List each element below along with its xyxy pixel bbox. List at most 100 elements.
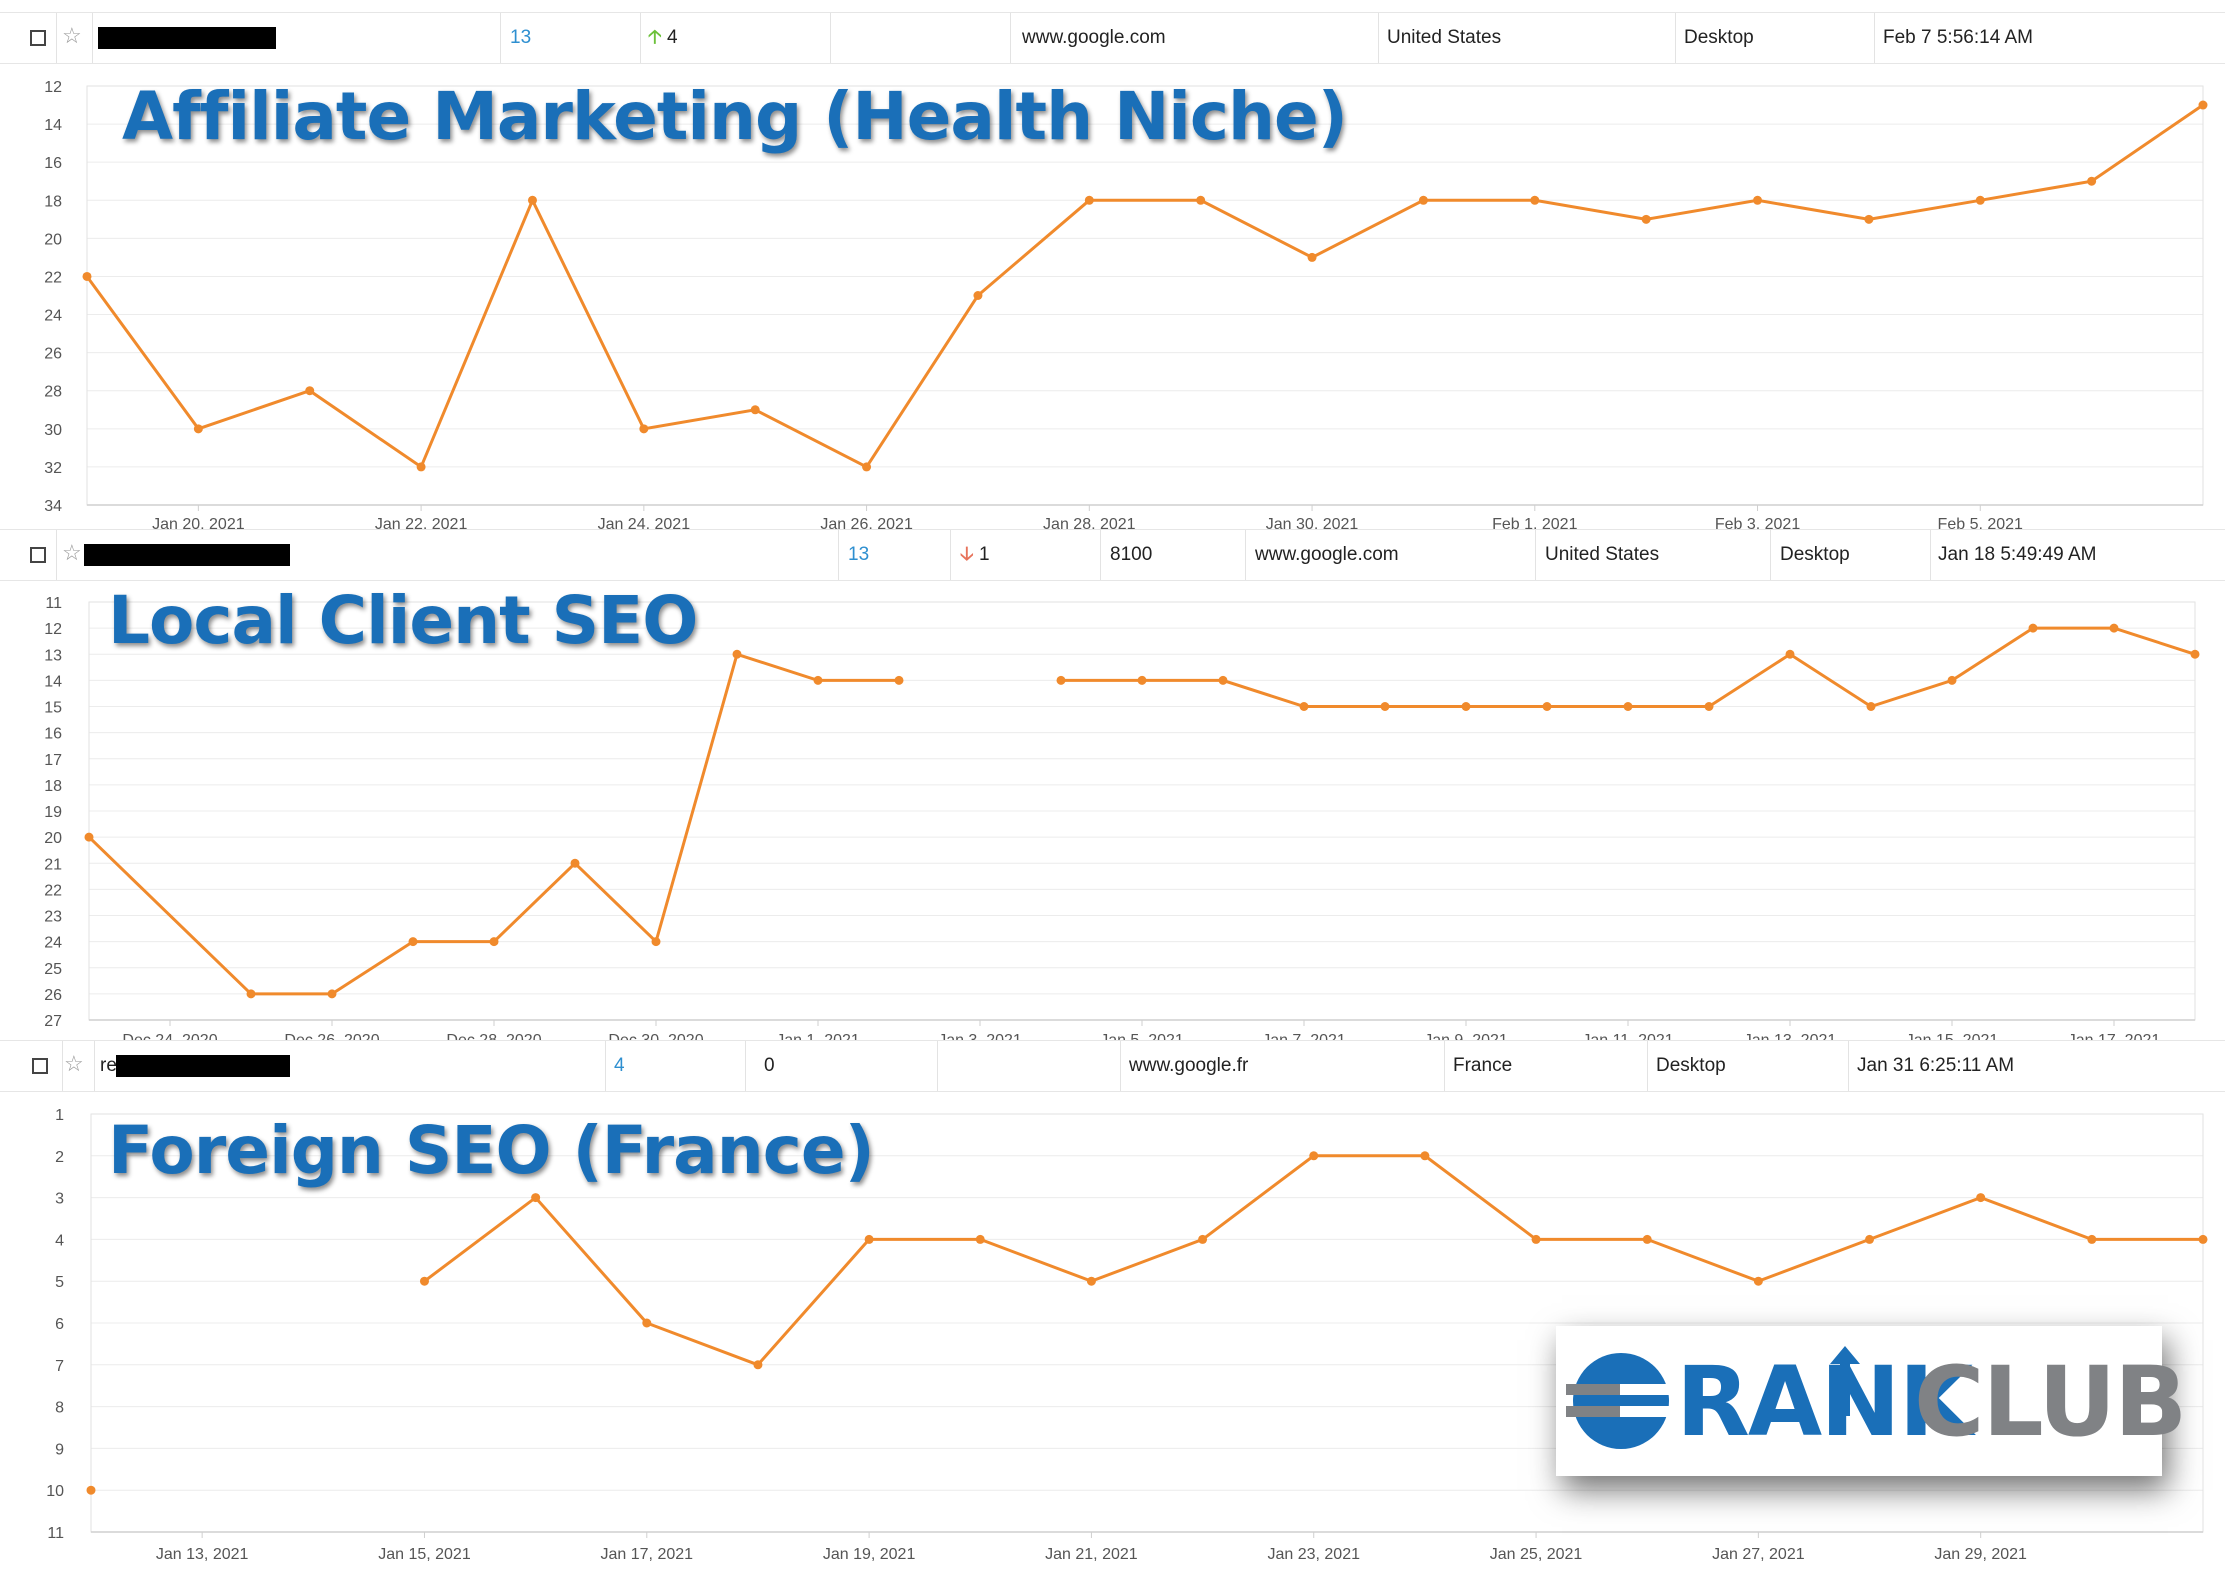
data-point[interactable] bbox=[732, 649, 742, 659]
data-point[interactable] bbox=[1531, 1234, 1541, 1244]
y-tick-label: 27 bbox=[44, 1013, 62, 1030]
data-point[interactable] bbox=[1785, 649, 1795, 659]
data-point[interactable] bbox=[1623, 702, 1633, 711]
data-point[interactable] bbox=[1975, 195, 1985, 205]
data-point[interactable] bbox=[1056, 675, 1066, 685]
y-tick-label: 26 bbox=[44, 346, 62, 363]
data-point[interactable] bbox=[1641, 214, 1651, 224]
current-rank[interactable]: 13 bbox=[510, 27, 532, 48]
data-point[interactable] bbox=[531, 1193, 541, 1203]
data-point[interactable] bbox=[193, 424, 203, 434]
data-point[interactable] bbox=[1196, 195, 1206, 205]
rank-club-logo: RANK CLUB bbox=[1556, 1326, 2187, 1476]
row-checkbox[interactable] bbox=[30, 547, 46, 563]
current-rank[interactable]: 13 bbox=[848, 544, 870, 565]
data-point[interactable] bbox=[1947, 675, 1957, 685]
rank-chart-foreign: 1 2 3 4 5 6 7 8 9 10 11 Jan 13, 2021 Jan 15, 2021 Jan… bbox=[0, 1092, 2225, 1578]
data-point[interactable] bbox=[1198, 1234, 1208, 1244]
current-rank[interactable]: 4 bbox=[614, 1055, 625, 1076]
y-tick-label: 24 bbox=[44, 935, 62, 952]
arrow-up-icon: 🡡 bbox=[648, 27, 662, 48]
data-point[interactable] bbox=[1418, 195, 1428, 205]
data-point[interactable] bbox=[750, 405, 760, 415]
data-point[interactable] bbox=[651, 937, 661, 947]
last-updated: Jan 18 5:49:49 AM bbox=[1938, 544, 2097, 565]
data-point[interactable] bbox=[246, 989, 256, 999]
data-point[interactable] bbox=[84, 832, 94, 842]
data-point[interactable] bbox=[1866, 702, 1876, 711]
y-tick-label: 20 bbox=[44, 231, 62, 248]
data-point[interactable] bbox=[1420, 1151, 1430, 1161]
data-point[interactable] bbox=[973, 291, 983, 300]
data-point[interactable] bbox=[1380, 702, 1390, 711]
data-point[interactable] bbox=[527, 195, 537, 205]
data-point[interactable] bbox=[2198, 100, 2208, 110]
y-tick-label: 2 bbox=[55, 1149, 64, 1166]
data-point[interactable] bbox=[1461, 702, 1471, 711]
data-point[interactable] bbox=[1704, 702, 1714, 711]
data-point[interactable] bbox=[2087, 176, 2097, 186]
data-point[interactable] bbox=[1530, 195, 1540, 205]
data-point[interactable] bbox=[1084, 195, 1094, 205]
country: France bbox=[1453, 1055, 1513, 1076]
row-checkbox[interactable] bbox=[32, 1058, 48, 1074]
y-tick-label: 5 bbox=[55, 1274, 64, 1291]
data-point[interactable] bbox=[813, 675, 823, 685]
data-point[interactable] bbox=[82, 271, 92, 281]
data-point[interactable] bbox=[2190, 649, 2200, 659]
data-point[interactable] bbox=[419, 1276, 429, 1286]
logo-word-rank: RANK bbox=[1676, 1346, 1973, 1458]
data-point[interactable] bbox=[1865, 1234, 1875, 1244]
data-point[interactable] bbox=[753, 1360, 763, 1370]
y-tick-label: 7 bbox=[55, 1358, 64, 1375]
rank-change-value: 4 bbox=[666, 27, 678, 48]
x-tick-label: Jan 22, 2021 bbox=[375, 516, 468, 533]
data-point[interactable] bbox=[1542, 702, 1552, 711]
rank-chart-affiliate: 12 14 16 18 20 22 24 26 28 30 32 34 Jan 20, 2021 Jan … bbox=[0, 64, 2225, 534]
data-point[interactable] bbox=[327, 989, 337, 999]
chart-svg: 1 2 3 4 5 6 7 8 9 10 11 Jan 13, 2021 Jan 15, 2021 Jan… bbox=[46, 1107, 2208, 1563]
data-point[interactable] bbox=[639, 424, 649, 434]
chart-title: Affiliate Marketing (Health Niche) bbox=[122, 78, 1348, 155]
star-icon[interactable]: ☆ bbox=[64, 1051, 84, 1076]
data-point[interactable] bbox=[894, 675, 904, 685]
data-point[interactable] bbox=[975, 1234, 985, 1244]
data-point[interactable] bbox=[416, 462, 426, 472]
data-point[interactable] bbox=[1976, 1193, 1986, 1203]
data-point[interactable] bbox=[864, 1234, 874, 1244]
data-point[interactable] bbox=[1307, 252, 1317, 262]
x-tick-label: Jan 25, 2021 bbox=[1490, 1546, 1583, 1563]
x-tick-label: Jan 20, 2021 bbox=[152, 516, 245, 533]
data-point[interactable] bbox=[1299, 702, 1309, 711]
x-tick-label: Jan 24, 2021 bbox=[598, 516, 691, 533]
data-point[interactable] bbox=[86, 1485, 96, 1495]
data-point[interactable] bbox=[2028, 623, 2038, 633]
data-point[interactable] bbox=[2109, 623, 2119, 633]
star-icon[interactable]: ☆ bbox=[62, 23, 82, 48]
keyword-row-1: ☆ 13 🡡 4 www.google.com United States De… bbox=[0, 12, 2225, 64]
arrow-down-icon: 🡣 bbox=[960, 544, 974, 565]
data-point[interactable] bbox=[1864, 214, 1874, 224]
data-point[interactable] bbox=[1086, 1276, 1096, 1286]
data-point[interactable] bbox=[408, 937, 418, 947]
data-point[interactable] bbox=[1753, 195, 1763, 205]
rank-change-value: 1 bbox=[978, 544, 990, 565]
data-point[interactable] bbox=[1753, 1276, 1763, 1286]
data-point[interactable] bbox=[1309, 1151, 1319, 1161]
y-tick-label: 30 bbox=[44, 422, 62, 439]
data-point[interactable] bbox=[2087, 1234, 2097, 1244]
y-tick-label: 6 bbox=[55, 1316, 64, 1333]
data-point[interactable] bbox=[1642, 1234, 1652, 1244]
data-point[interactable] bbox=[489, 937, 499, 947]
data-point[interactable] bbox=[570, 858, 580, 868]
data-point[interactable] bbox=[2198, 1234, 2208, 1244]
data-point[interactable] bbox=[1218, 675, 1228, 685]
x-tick-label: Jan 13, 2021 bbox=[156, 1546, 249, 1563]
y-tick-label: 17 bbox=[44, 752, 62, 769]
star-icon[interactable]: ☆ bbox=[62, 540, 82, 565]
data-point[interactable] bbox=[305, 386, 315, 396]
data-point[interactable] bbox=[1137, 675, 1147, 685]
data-point[interactable] bbox=[642, 1318, 652, 1328]
data-point[interactable] bbox=[862, 462, 872, 472]
row-checkbox[interactable] bbox=[30, 30, 46, 46]
